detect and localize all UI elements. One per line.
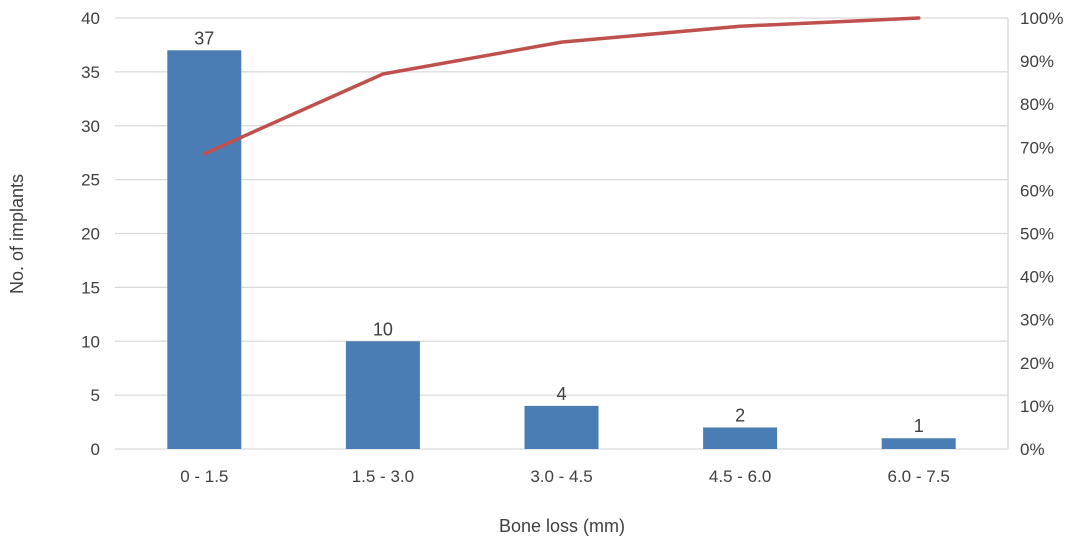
- y2-tick-label: 10%: [1020, 397, 1054, 416]
- x-tick-label: 0 - 1.5: [180, 467, 228, 486]
- bar: [524, 405, 599, 449]
- x-tick-label: 6.0 - 7.5: [888, 467, 950, 486]
- bar-data-label: 10: [373, 319, 393, 339]
- bar-data-label: 2: [735, 405, 745, 425]
- y2-tick-label: 40%: [1020, 268, 1054, 287]
- line-layer: [202, 16, 921, 156]
- y2-tick-label: 30%: [1020, 311, 1054, 330]
- x-tick-label: 3.0 - 4.5: [530, 467, 592, 486]
- y-tick-label: 15: [81, 278, 100, 297]
- axis-layer: 0 5 10 15 20 25 30 35 40 0% 10% 20% 30% 40% 50% 60% 70% 8…: [81, 9, 1063, 486]
- y-tick-label: 5: [91, 386, 100, 405]
- bar: [881, 438, 956, 449]
- y-tick-label: 25: [81, 171, 100, 190]
- y2-tick-label: 50%: [1020, 225, 1054, 244]
- y2-tick-label: 100%: [1020, 9, 1063, 28]
- x-tick-label: 1.5 - 3.0: [352, 467, 414, 486]
- x-tick-label: 4.5 - 6.0: [709, 467, 771, 486]
- y-tick-label: 35: [81, 63, 100, 82]
- x-axis-title: Bone loss (mm): [499, 516, 625, 536]
- y2-tick-label: 20%: [1020, 354, 1054, 373]
- y2-tick-label: 90%: [1020, 52, 1054, 71]
- y2-tick-label: 70%: [1020, 138, 1054, 157]
- bar-data-label: 1: [914, 416, 924, 436]
- bar: [167, 50, 242, 449]
- cumulative-line: [202, 16, 921, 156]
- y2-tick-label: 0%: [1020, 440, 1045, 459]
- y-tick-label: 40: [81, 9, 100, 28]
- y-tick-label: 0: [91, 440, 100, 459]
- y2-tick-label: 80%: [1020, 95, 1054, 114]
- bar-data-label: 4: [556, 384, 566, 404]
- bar-layer: [167, 50, 956, 449]
- bar-data-label: 37: [194, 28, 214, 48]
- y-tick-label: 10: [81, 332, 100, 351]
- bar: [345, 341, 420, 449]
- bar: [703, 427, 778, 449]
- y-tick-label: 30: [81, 117, 100, 136]
- label-layer: 37 10 4 2 1: [194, 28, 923, 436]
- y-axis-title: No. of implants: [7, 174, 27, 294]
- y-tick-label: 20: [81, 225, 100, 244]
- y2-tick-label: 60%: [1020, 181, 1054, 200]
